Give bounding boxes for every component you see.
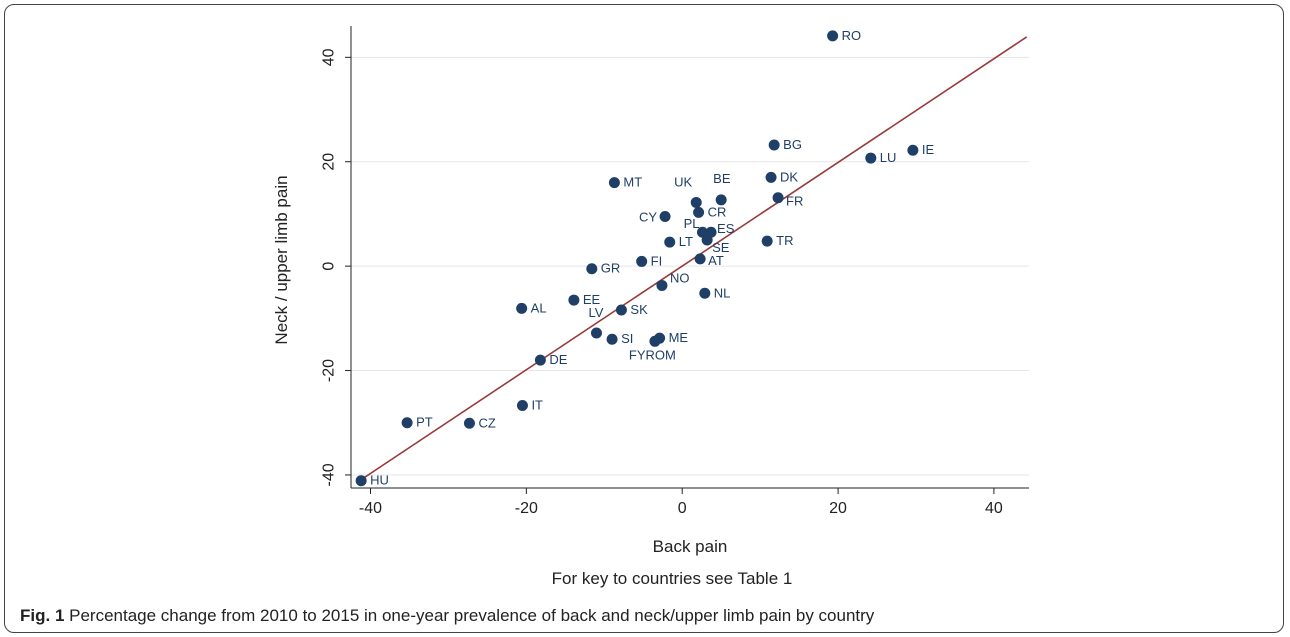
y-axis-label: Neck / upper limb pain [272, 175, 291, 344]
x-tick-label: 0 [678, 500, 687, 517]
data-point [355, 475, 367, 487]
point-label: AT [708, 253, 724, 268]
data-point [701, 234, 713, 246]
point-label: HU [370, 473, 389, 488]
data-point [765, 171, 777, 183]
data-point [516, 400, 528, 412]
point-label: SI [621, 331, 633, 346]
y-tick-label: 20 [321, 153, 338, 171]
data-point [865, 152, 877, 164]
point-label: RO [842, 28, 862, 43]
point-label: LV [588, 305, 603, 320]
data-point [907, 144, 919, 156]
x-tick-label: -40 [359, 500, 382, 517]
y-tick-label: -20 [321, 359, 338, 382]
point-label: BE [713, 171, 731, 186]
point-label: NO [670, 270, 690, 285]
data-point [586, 263, 598, 275]
point-label: MT [623, 175, 642, 190]
data-point [615, 304, 627, 316]
data-point [715, 194, 727, 206]
data-point [606, 333, 618, 345]
point-label: NL [714, 285, 731, 300]
point-label: EE [583, 292, 601, 307]
caption-text: Percentage change from 2010 to 2015 in o… [64, 606, 875, 625]
point-label: IE [922, 142, 935, 157]
point-label: LU [880, 150, 897, 165]
data-point [659, 211, 671, 223]
point-label: AL [531, 300, 547, 315]
data-point [656, 279, 668, 291]
point-label: CY [639, 210, 657, 225]
x-tick-label: 40 [985, 500, 1003, 517]
y-tick-label: 40 [321, 48, 338, 66]
point-label: TR [776, 233, 793, 248]
data-point [568, 294, 580, 306]
point-label: FR [786, 194, 803, 209]
point-label: BG [783, 137, 802, 152]
point-label: DK [780, 169, 798, 184]
data-point [463, 417, 475, 429]
x-tick-label: -20 [515, 500, 538, 517]
point-label: ES [717, 221, 735, 236]
point-label: CR [708, 204, 727, 219]
figure-label: Fig. 1 [20, 606, 65, 625]
data-point [636, 255, 648, 267]
point-label: CZ [478, 415, 495, 430]
y-tick-label: -40 [321, 463, 338, 486]
y-tick-label: 0 [321, 262, 338, 271]
data-point [690, 196, 702, 208]
point-label: SE [712, 240, 730, 255]
point-label: UK [674, 174, 692, 189]
point-label: SK [630, 302, 648, 317]
point-label: DE [549, 352, 567, 367]
data-point [608, 177, 620, 189]
x-tick-label: 20 [829, 500, 847, 517]
data-point [649, 335, 661, 347]
data-point [772, 192, 784, 204]
data-point [534, 354, 546, 366]
data-point [761, 235, 773, 247]
chart-note: For key to countries see Table 1 [552, 569, 793, 588]
data-point [664, 236, 676, 248]
data-point [590, 327, 602, 339]
point-label: GR [601, 261, 621, 276]
point-label: ME [669, 330, 689, 345]
x-axis-label: Back pain [653, 537, 728, 556]
data-point [768, 139, 780, 151]
point-label: FI [651, 253, 663, 268]
fit-line [358, 36, 1028, 482]
point-label: FYROM [629, 347, 676, 362]
figure-caption: Fig. 1 Percentage change from 2010 to 20… [20, 606, 1280, 626]
data-point [516, 302, 528, 314]
point-label: PT [416, 415, 433, 430]
data-point [694, 253, 706, 265]
point-label: LT [679, 234, 693, 249]
point-label: PL [684, 216, 700, 231]
data-point [693, 206, 705, 218]
data-point [827, 30, 839, 42]
data-point [699, 287, 711, 299]
data-point [401, 417, 413, 429]
figure-frame [4, 4, 1284, 633]
point-label: IT [531, 398, 543, 413]
